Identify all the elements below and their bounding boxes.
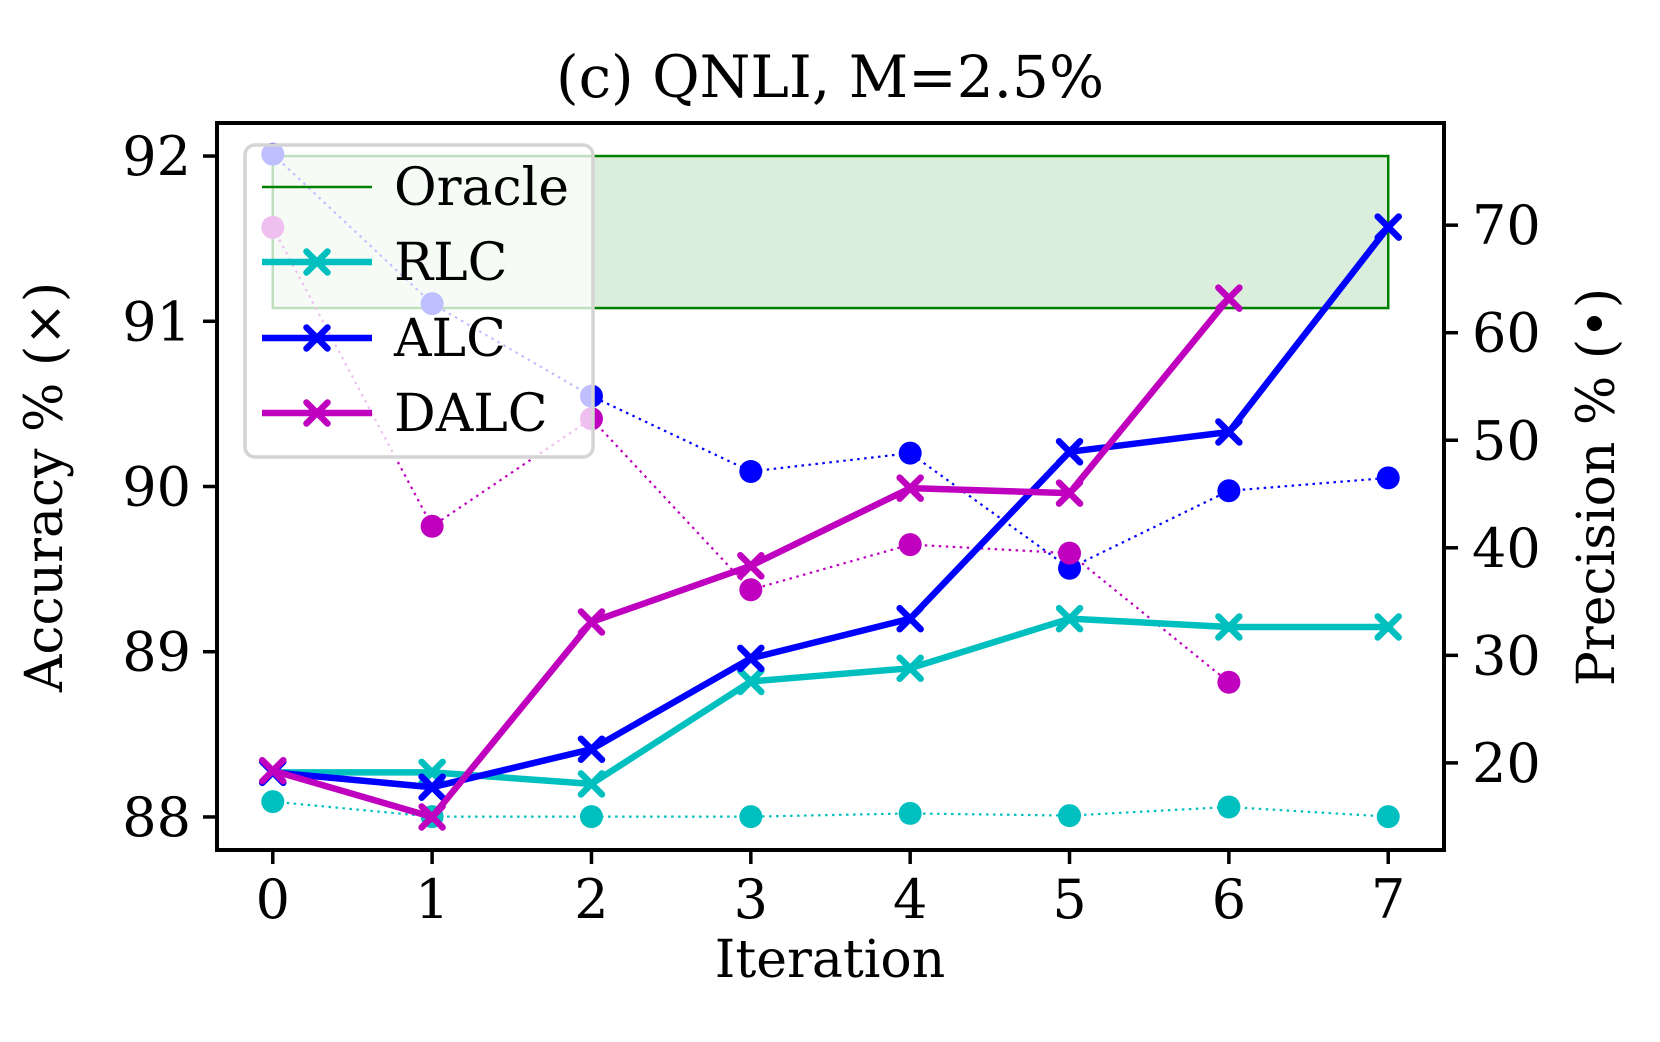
dalc-accuracy-marker <box>418 803 446 831</box>
left-tick-label: 89 <box>122 621 191 684</box>
dalc-accuracy-marker <box>1215 284 1243 312</box>
dalc-precision-marker <box>1058 541 1082 565</box>
rlc-precision-marker <box>1376 805 1400 829</box>
dalc-precision-marker <box>898 533 922 557</box>
x-tick-label: 2 <box>574 868 608 931</box>
x-tick-label: 4 <box>893 868 927 931</box>
chart-title: (c) QNLI, M=2.5% <box>556 43 1104 111</box>
rlc-precision-marker <box>898 801 922 825</box>
rlc-precision-marker <box>1058 804 1082 828</box>
alc-precision-line <box>272 153 1389 570</box>
right-y-axis-label: Precision % (•) <box>1567 288 1627 686</box>
right-tick-label: 50 <box>1472 409 1541 472</box>
right-tick-label: 40 <box>1472 517 1541 580</box>
legend-item-rlc: RLC <box>394 233 507 293</box>
rlc-accuracy-marker <box>896 654 924 682</box>
legend-marker-rlc <box>303 248 331 276</box>
alc-accuracy-marker <box>1215 418 1243 446</box>
rlc-accuracy-marker <box>1055 604 1084 633</box>
dalc-precision-marker <box>420 514 444 538</box>
rlc-precision-marker <box>579 805 603 829</box>
alc-accuracy-marker <box>1055 438 1084 466</box>
legend-box <box>243 143 595 459</box>
series-layer <box>259 142 1402 831</box>
right-tick-label: 20 <box>1472 732 1541 795</box>
dalc-accuracy-marker <box>1055 479 1084 507</box>
dalc-accuracy-marker <box>896 474 924 502</box>
x-tick-label: 7 <box>1371 868 1405 931</box>
dalc-accuracy-marker <box>737 552 765 580</box>
axes-layer: 88 89 90 91 92 20 30 40 50 60 70 0 1 2 3 4 5 6 7 <box>122 121 1541 931</box>
left-tick-label: 92 <box>122 125 191 188</box>
alc-accuracy-marker <box>418 773 446 801</box>
alc-accuracy-marker <box>896 604 924 633</box>
rlc-precision-marker <box>739 805 763 829</box>
rlc-accuracy-marker <box>1374 613 1402 641</box>
legend-marker-alc <box>303 324 331 352</box>
rlc-precision-marker <box>261 790 285 814</box>
left-tick-label: 91 <box>122 290 191 353</box>
legend-item-oracle: Oracle <box>394 158 569 218</box>
dalc-precision-marker <box>739 578 763 602</box>
dalc-accuracy-marker <box>259 756 287 785</box>
legend-item-dalc: DALC <box>394 384 548 444</box>
left-tick-label: 88 <box>122 786 191 849</box>
x-tick-label: 6 <box>1212 868 1246 931</box>
right-tick-label: 60 <box>1472 302 1541 365</box>
legend-marker-dalc <box>303 399 331 427</box>
rlc-accuracy-marker <box>577 770 606 798</box>
legend-item-alc: ALC <box>393 309 506 369</box>
left-y-axis-label: Accuracy % (×) <box>15 282 75 693</box>
alc-precision-marker <box>739 459 763 483</box>
x-tick-label: 1 <box>415 868 449 931</box>
alc-accuracy-marker <box>737 644 765 673</box>
rlc-accuracy-marker <box>1215 613 1243 641</box>
alc-accuracy-marker <box>577 735 606 763</box>
dalc-precision-marker <box>1217 670 1241 694</box>
right-tick-label: 70 <box>1472 194 1541 257</box>
alc-accuracy-marker <box>1374 213 1402 241</box>
alc-precision-marker <box>898 441 922 465</box>
alc-precision-marker <box>1376 466 1400 490</box>
legend: Oracle RLC ALC DALC <box>243 143 595 459</box>
x-tick-label: 0 <box>256 868 290 931</box>
dalc-accuracy-marker <box>577 608 606 636</box>
x-tick-label: 5 <box>1052 868 1086 931</box>
rlc-accuracy-line <box>272 615 1389 788</box>
alc-precision-marker <box>1217 479 1241 503</box>
x-axis-label: Iteration <box>715 930 945 990</box>
rlc-precision-marker <box>1217 795 1241 819</box>
right-tick-label: 30 <box>1472 624 1541 687</box>
left-tick-label: 90 <box>122 456 191 519</box>
x-tick-label: 3 <box>734 868 768 931</box>
rlc-accuracy-marker <box>737 667 765 696</box>
